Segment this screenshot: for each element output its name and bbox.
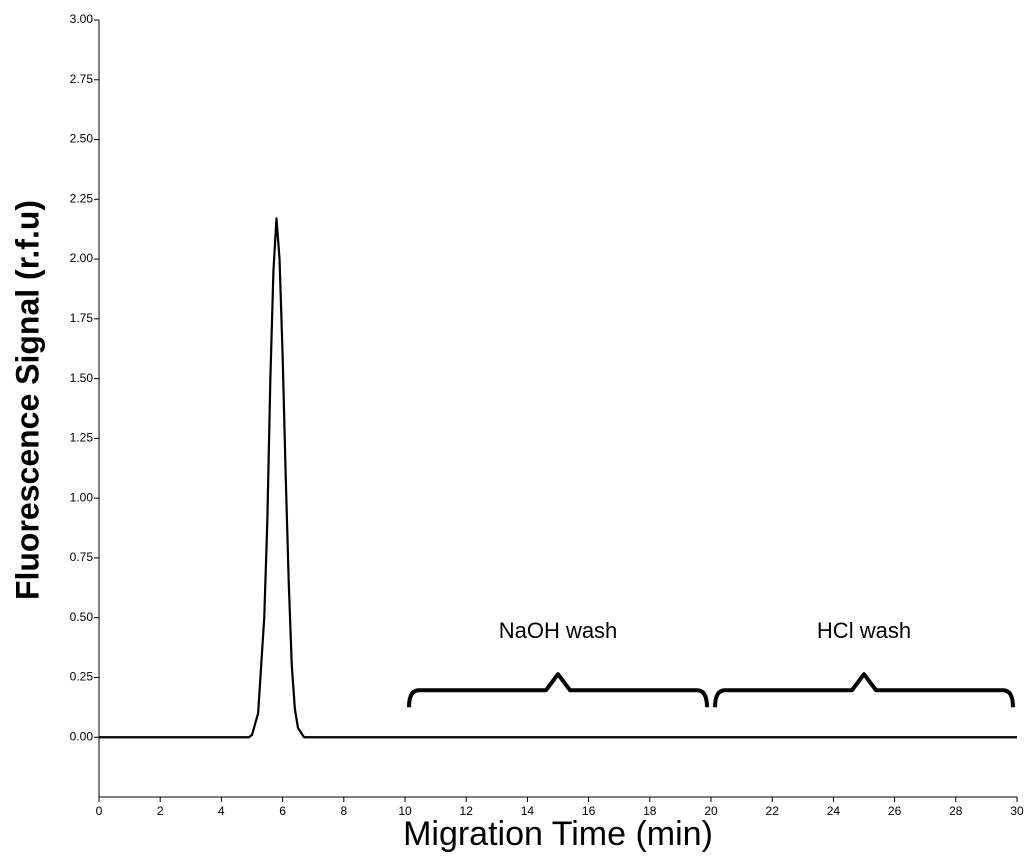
y-tick-label: 0.00 [70, 729, 94, 743]
annotation: HCl wash [817, 618, 911, 643]
x-tick-label: 26 [888, 804, 902, 818]
brace [407, 672, 709, 708]
y-tick-label: 1.25 [70, 431, 94, 445]
y-tick-label: 0.50 [70, 610, 94, 624]
brace [713, 672, 1015, 708]
x-tick-label: 0 [96, 804, 103, 818]
x-tick-label: 30 [1010, 804, 1024, 818]
y-tick-label: 3.00 [70, 12, 94, 26]
x-axis-title: Migration Time (min) [403, 815, 713, 853]
y-tick-label: 1.50 [70, 371, 94, 385]
x-tick-label: 10 [398, 804, 412, 818]
line [99, 217, 1017, 739]
x-tick-label: 18 [643, 804, 657, 818]
y-axis-title: Fluorescence Signal (r.f.u) [9, 200, 45, 600]
x-tick-label: 14 [521, 804, 535, 818]
annotation: NaOH wash [499, 618, 618, 643]
y-tick-label: 2.50 [70, 132, 94, 146]
y-tick-label: 0.75 [70, 550, 94, 564]
x-tick-label: 8 [340, 804, 347, 818]
x-tick-label: 20 [704, 804, 718, 818]
y-tick-label: 1.75 [70, 311, 94, 325]
y-tick-label: 0.25 [70, 670, 94, 684]
x-tick-label: 16 [582, 804, 596, 818]
y-tick-label: 2.25 [70, 191, 94, 205]
x-tick-label: 22 [766, 804, 780, 818]
y-tick-label: 2.75 [70, 72, 94, 86]
y-tick-label: 1.00 [70, 490, 94, 504]
y-tick-label: 2.00 [70, 251, 94, 265]
x-tick-label: 2 [157, 804, 164, 818]
x-tick-label: 6 [279, 804, 286, 818]
x-tick-label: 12 [460, 804, 474, 818]
x-tick-label: 28 [949, 804, 963, 818]
x-tick-label: 24 [827, 804, 841, 818]
x-tick-label: 4 [218, 804, 225, 818]
